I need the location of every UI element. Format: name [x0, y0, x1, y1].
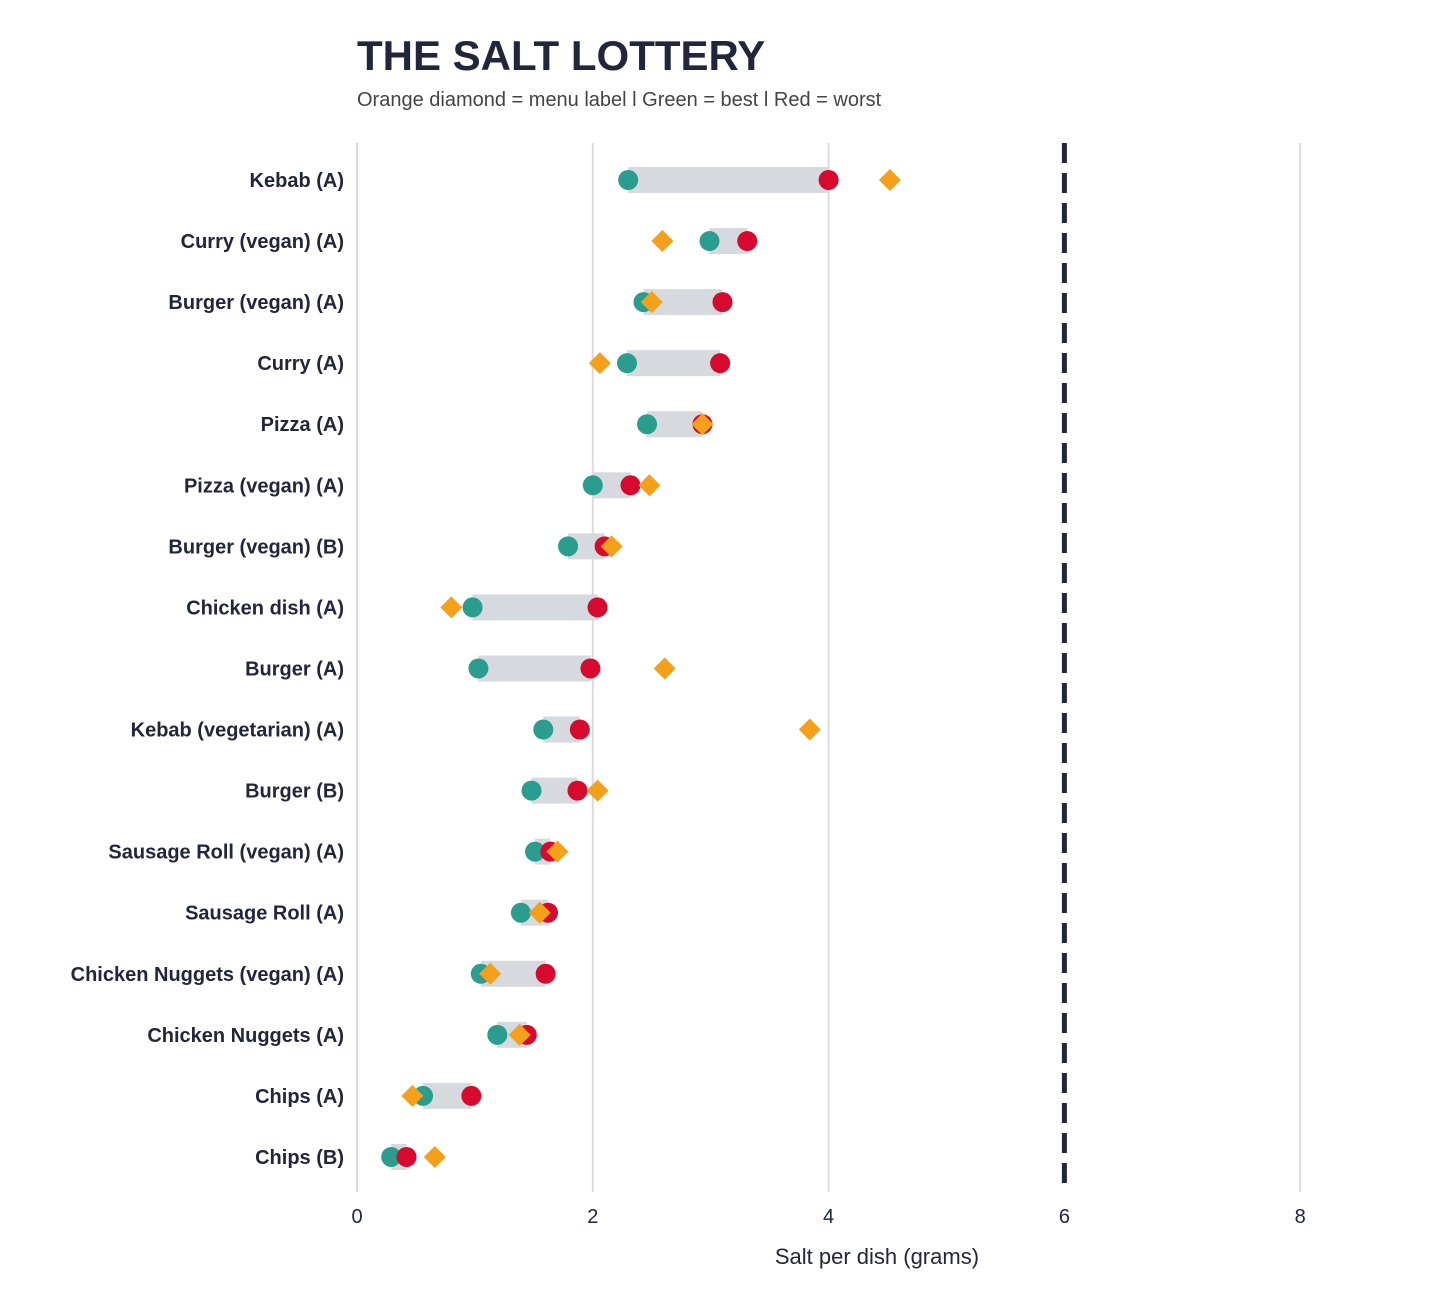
y-category-label: Chips (B) [255, 1147, 344, 1169]
range-bar [626, 350, 721, 377]
y-category-label: Burger (vegan) (B) [168, 536, 344, 558]
worst-point [580, 658, 601, 679]
worst-point [587, 597, 608, 618]
menu-label-diamond [423, 1145, 446, 1168]
x-tick-label: 2 [587, 1206, 598, 1228]
menu-label-diamond [878, 169, 901, 191]
range-bar [478, 655, 591, 682]
menu-label-diamond [651, 230, 674, 253]
best-point [381, 1146, 402, 1167]
y-category-label: Sausage Roll (A) [185, 903, 344, 925]
best-point [558, 536, 579, 557]
best-point [616, 353, 637, 374]
menu-label-diamond [401, 1084, 424, 1107]
y-category-label: Kebab (vegetarian) (A) [131, 720, 344, 742]
menu-label-diamond [546, 840, 569, 863]
x-tick-label: 6 [1059, 1206, 1070, 1228]
x-tick-label: 8 [1295, 1206, 1306, 1228]
worst-point [620, 475, 641, 496]
menu-label-diamond [691, 413, 714, 436]
worst-point [569, 719, 590, 740]
menu-label-diamond [640, 291, 663, 314]
worst-point [396, 1146, 417, 1167]
y-category-label: Kebab (A) [250, 170, 344, 192]
worst-point [818, 170, 839, 190]
y-category-label: Curry (vegan) (A) [181, 231, 344, 253]
y-category-label: Chips (A) [255, 1086, 344, 1108]
y-category-label: Burger (B) [245, 781, 344, 803]
y-category-label: Chicken Nuggets (vegan) (A) [71, 964, 344, 986]
y-category-label: Pizza (A) [261, 414, 344, 436]
best-point [699, 231, 720, 252]
y-category-label: Sausage Roll (vegan) (A) [108, 842, 344, 864]
y-category-label: Burger (vegan) (A) [168, 292, 344, 314]
best-point [468, 658, 489, 679]
best-point [582, 475, 603, 496]
y-category-label: Chicken Nuggets (A) [147, 1025, 344, 1047]
menu-label-diamond [479, 962, 502, 985]
y-category-label: Chicken dish (A) [186, 597, 344, 619]
best-point [510, 902, 531, 923]
chart-title: THE SALT LOTTERY [357, 32, 766, 79]
menu-label-diamond [638, 474, 661, 497]
worst-point [567, 780, 588, 801]
worst-point [535, 963, 556, 984]
range-bar [472, 594, 598, 621]
menu-label-diamond [588, 352, 611, 375]
menu-label-diamond [600, 535, 623, 558]
menu-label-diamond [653, 657, 676, 680]
worst-point [710, 353, 731, 374]
worst-point [737, 231, 758, 252]
y-category-label: Pizza (vegan) (A) [184, 475, 344, 497]
best-point [462, 597, 483, 618]
x-tick-label: 4 [823, 1206, 834, 1228]
menu-label-diamond [528, 901, 551, 924]
worst-point [461, 1085, 482, 1106]
chart-subtitle: Orange diamond = menu label l Green = be… [357, 89, 882, 111]
menu-label-diamond [440, 596, 463, 619]
range-bar [628, 167, 829, 193]
best-point [618, 170, 639, 190]
x-axis-label: Salt per dish (grams) [775, 1244, 979, 1269]
best-point [637, 414, 658, 435]
x-tick-label: 0 [351, 1206, 362, 1228]
best-point [533, 719, 554, 740]
worst-point [712, 292, 733, 313]
menu-label-diamond [586, 779, 609, 802]
y-category-label: Burger (A) [245, 658, 344, 680]
best-point [487, 1024, 508, 1045]
best-point [521, 780, 542, 801]
menu-label-diamond [508, 1023, 531, 1046]
best-point [525, 841, 546, 862]
menu-label-diamond [798, 718, 821, 741]
y-category-label: Curry (A) [257, 353, 344, 375]
